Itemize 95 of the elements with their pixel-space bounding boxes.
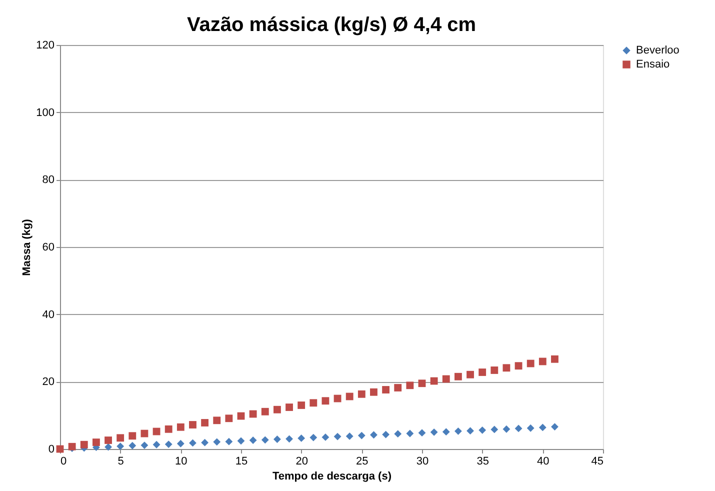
x-tick-label: 25 <box>356 456 368 468</box>
x-tick-label: 15 <box>235 456 248 468</box>
y-tick-label: 40 <box>42 308 54 321</box>
point <box>128 432 136 440</box>
point <box>310 399 318 407</box>
point <box>116 442 124 450</box>
y-tick-label: 0 <box>48 444 54 456</box>
legend-label: Ensaio <box>636 58 670 70</box>
point <box>551 355 558 363</box>
y-axis-title: Massa (kg) <box>21 218 34 276</box>
point <box>538 358 546 366</box>
x-axis-title: Tempo de descarga (s) <box>272 470 392 482</box>
point <box>370 388 378 396</box>
point <box>322 397 330 405</box>
point <box>346 432 354 440</box>
point <box>201 419 209 426</box>
point <box>526 424 534 432</box>
point <box>478 368 486 376</box>
point <box>358 390 366 398</box>
x-tick-label: 20 <box>296 456 308 468</box>
point <box>92 438 100 446</box>
x-tick-label: 45 <box>591 456 604 468</box>
point <box>358 432 366 440</box>
point <box>176 440 184 448</box>
point <box>490 426 498 434</box>
point <box>406 430 414 438</box>
point <box>454 372 462 380</box>
point <box>478 426 486 434</box>
x-tick-label: 30 <box>416 456 429 468</box>
y-tick-label: 60 <box>42 242 54 254</box>
point <box>189 421 196 428</box>
y-tick-label: 80 <box>42 174 54 186</box>
point <box>394 430 402 438</box>
x-tick-label: 0 <box>60 456 67 468</box>
point <box>201 438 209 446</box>
point <box>225 414 233 422</box>
point <box>128 442 136 450</box>
point <box>298 402 306 409</box>
point <box>394 384 402 392</box>
point <box>273 436 281 443</box>
x-tick-label: 40 <box>537 456 550 468</box>
point <box>466 427 474 435</box>
point <box>80 440 88 448</box>
point <box>225 438 233 446</box>
point <box>514 424 522 432</box>
point <box>382 386 390 394</box>
point <box>164 425 172 433</box>
point <box>286 404 293 411</box>
point <box>298 434 306 442</box>
point <box>273 406 281 414</box>
point <box>176 423 184 431</box>
point <box>514 362 522 370</box>
point <box>454 427 462 435</box>
point <box>370 431 378 439</box>
point <box>490 366 498 374</box>
x-tick-label: 35 <box>476 456 489 468</box>
point <box>406 382 414 390</box>
point <box>442 375 450 383</box>
point <box>249 410 257 418</box>
point <box>442 428 450 436</box>
point <box>310 434 318 442</box>
point <box>213 438 221 446</box>
point <box>502 425 510 433</box>
chart-title: Vazão mássica (kg/s) Ø 4,4 cm <box>186 14 476 36</box>
point <box>104 436 112 444</box>
point <box>213 416 221 424</box>
legend-label: Beverloo <box>636 44 680 56</box>
point <box>140 442 148 450</box>
point <box>502 364 510 372</box>
point <box>538 424 546 432</box>
y-tick-label: 120 <box>36 40 54 52</box>
point <box>237 437 245 445</box>
point <box>164 440 172 448</box>
point <box>466 370 474 378</box>
point <box>334 432 342 440</box>
point <box>286 435 293 443</box>
x-tick-label: 10 <box>175 456 188 468</box>
point <box>526 360 534 368</box>
point <box>418 429 426 437</box>
point <box>418 380 426 388</box>
point <box>430 377 438 385</box>
y-tick-label: 100 <box>36 106 54 119</box>
y-tick-label: 20 <box>42 376 54 388</box>
point <box>116 434 124 442</box>
point <box>189 439 196 447</box>
point <box>430 428 438 436</box>
point <box>346 392 354 400</box>
point <box>322 434 330 441</box>
point <box>261 408 269 416</box>
point <box>249 436 257 444</box>
x-tick-label: 5 <box>118 456 124 468</box>
point <box>551 423 558 430</box>
point <box>382 430 390 438</box>
point <box>261 436 269 444</box>
point <box>152 440 160 448</box>
